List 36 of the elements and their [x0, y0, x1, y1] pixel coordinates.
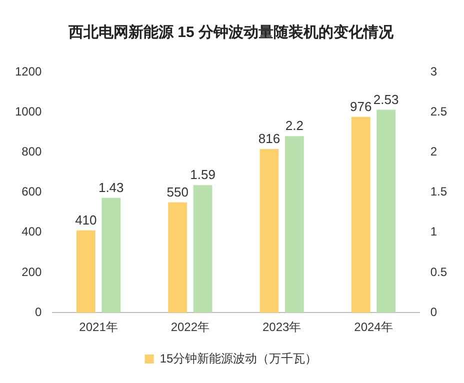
y-tick-label: 1200	[14, 64, 42, 78]
y2-tick-label: 1.5	[430, 184, 448, 199]
data-label: 550	[166, 184, 188, 200]
data-label: 976	[350, 98, 372, 114]
legend-label: 15分钟新能源波动（万千瓦）	[160, 351, 318, 366]
data-label: 410	[75, 212, 97, 228]
bar	[260, 148, 279, 313]
x-tick-label: 2022年	[170, 320, 210, 334]
data-label: 1.43	[98, 180, 124, 195]
y-tick-label: 800	[22, 144, 42, 159]
data-label: 2.2	[285, 118, 304, 134]
bar	[351, 116, 370, 313]
bar	[284, 136, 304, 313]
y2-tick-label: 0.5	[430, 264, 448, 279]
y2-tick-label: 1	[430, 224, 438, 239]
chart-title: 西北电网新能源 15 分钟波动量随装机的变化情况	[67, 23, 395, 42]
x-tick-label: 2024年	[354, 320, 393, 334]
y-tick-label: 200	[22, 264, 42, 279]
y-tick-label: 400	[22, 224, 42, 239]
x-tick-label: 2023年	[262, 320, 302, 334]
y2-tick-label: 2	[430, 144, 438, 159]
bar	[76, 230, 96, 313]
x-tick-label: 2021年	[79, 320, 118, 334]
y-tick-label: 1000	[14, 104, 42, 118]
bar	[102, 198, 121, 313]
y2-tick-label: 0	[430, 304, 438, 319]
data-label: 1.59	[190, 167, 216, 182]
y-tick-label: 0	[35, 304, 42, 319]
y2-tick-label: 2.5	[430, 104, 448, 118]
y2-tick-label: 3	[430, 64, 438, 78]
data-label: 2.53	[373, 92, 399, 107]
bar	[376, 110, 396, 313]
bar	[193, 185, 212, 313]
bar	[168, 202, 188, 313]
y-tick-label: 600	[22, 184, 42, 199]
data-label: 816	[258, 131, 280, 146]
